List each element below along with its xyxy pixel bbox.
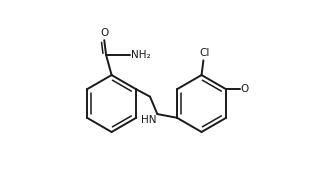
Text: NH₂: NH₂ [131,50,151,60]
Text: HN: HN [141,115,156,125]
Text: Cl: Cl [199,48,210,58]
Text: O: O [241,84,249,94]
Text: O: O [100,28,108,38]
